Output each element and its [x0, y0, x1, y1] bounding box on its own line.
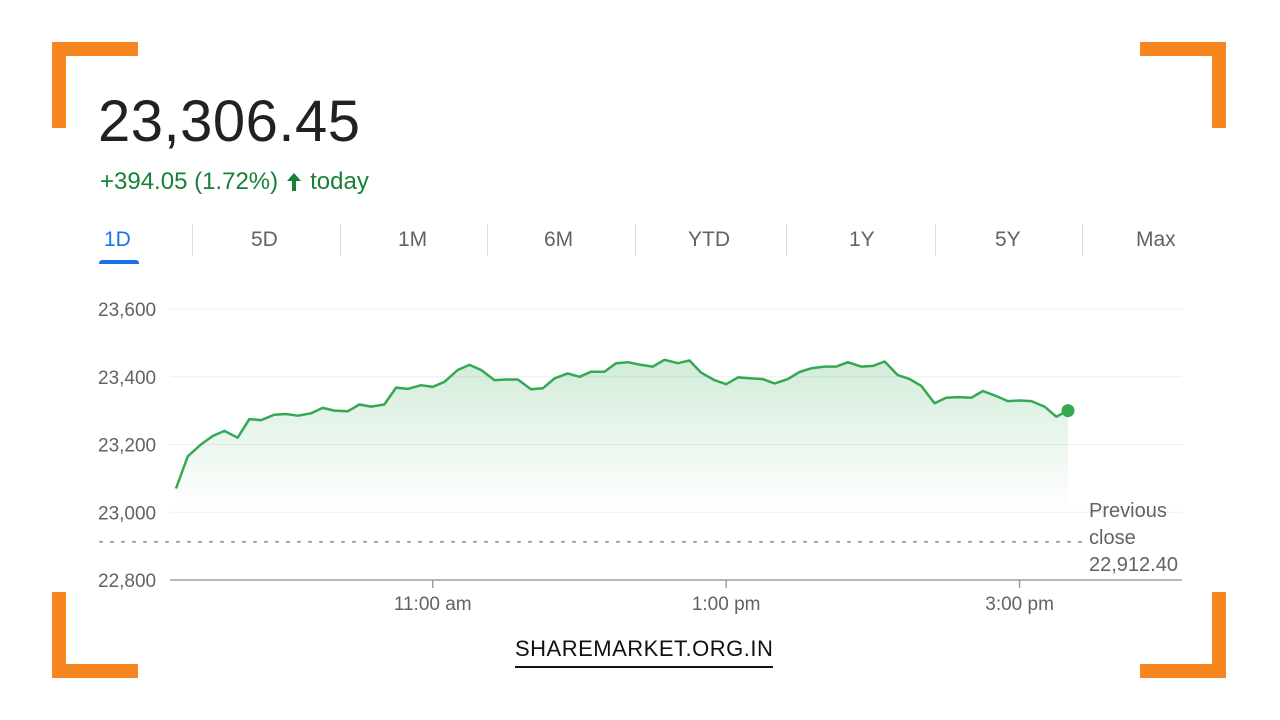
- arrow-up-icon: [287, 173, 302, 191]
- y-tick-label: 23,200: [98, 436, 156, 457]
- tab-1y[interactable]: 1Y: [849, 228, 875, 251]
- frame-corner-top-right: [1140, 42, 1226, 128]
- price-line: [174, 358, 1069, 489]
- tab-divider: [1082, 224, 1083, 256]
- x-tick-label: 3:00 pm: [985, 594, 1054, 615]
- frame-corner-bottom-right: [1140, 592, 1226, 678]
- price-area-fill: [176, 359, 1068, 511]
- price-change: +394.05 (1.72%) today: [100, 168, 369, 196]
- previous-close-line1: Previous: [1089, 500, 1167, 522]
- current-price-marker: [1061, 404, 1075, 418]
- tab-1m[interactable]: 1M: [398, 228, 428, 251]
- tab-divider: [487, 224, 488, 256]
- tab-divider: [786, 224, 787, 256]
- change-value: +394.05 (1.72%): [100, 168, 279, 195]
- range-tabs: 1D 5D 1M 6M YTD 1Y 5Y Max: [96, 222, 1186, 268]
- current-price: 23,306.45: [98, 89, 361, 154]
- y-tick-label: 23,600: [98, 300, 156, 321]
- previous-close-label: Previous close 22,912.40: [1089, 498, 1178, 579]
- previous-close-line2: close: [1089, 527, 1136, 549]
- x-tick-label: 11:00 am: [394, 594, 472, 615]
- tab-max[interactable]: Max: [1136, 228, 1176, 251]
- change-suffix: today: [310, 168, 369, 195]
- tab-5d[interactable]: 5D: [251, 228, 278, 251]
- tab-6m[interactable]: 6M: [544, 228, 574, 251]
- tab-divider: [935, 224, 936, 256]
- y-tick-label: 23,000: [98, 503, 156, 524]
- y-tick-label: 23,400: [98, 368, 156, 389]
- tab-divider: [635, 224, 636, 256]
- brand-footer[interactable]: SHAREMARKET.ORG.IN: [515, 636, 774, 668]
- tab-5y[interactable]: 5Y: [995, 228, 1021, 251]
- active-tab-indicator: [99, 260, 139, 264]
- previous-close-value: 22,912.40: [1089, 554, 1178, 576]
- frame-corner-top-left: [52, 42, 138, 128]
- x-tick-label: 1:00 pm: [692, 594, 761, 615]
- tab-divider: [340, 224, 341, 256]
- tab-divider: [192, 224, 193, 256]
- tab-1d[interactable]: 1D: [104, 228, 131, 251]
- y-tick-label: 22,800: [98, 571, 156, 592]
- frame-corner-bottom-left: [52, 592, 138, 678]
- tab-ytd[interactable]: YTD: [688, 228, 730, 251]
